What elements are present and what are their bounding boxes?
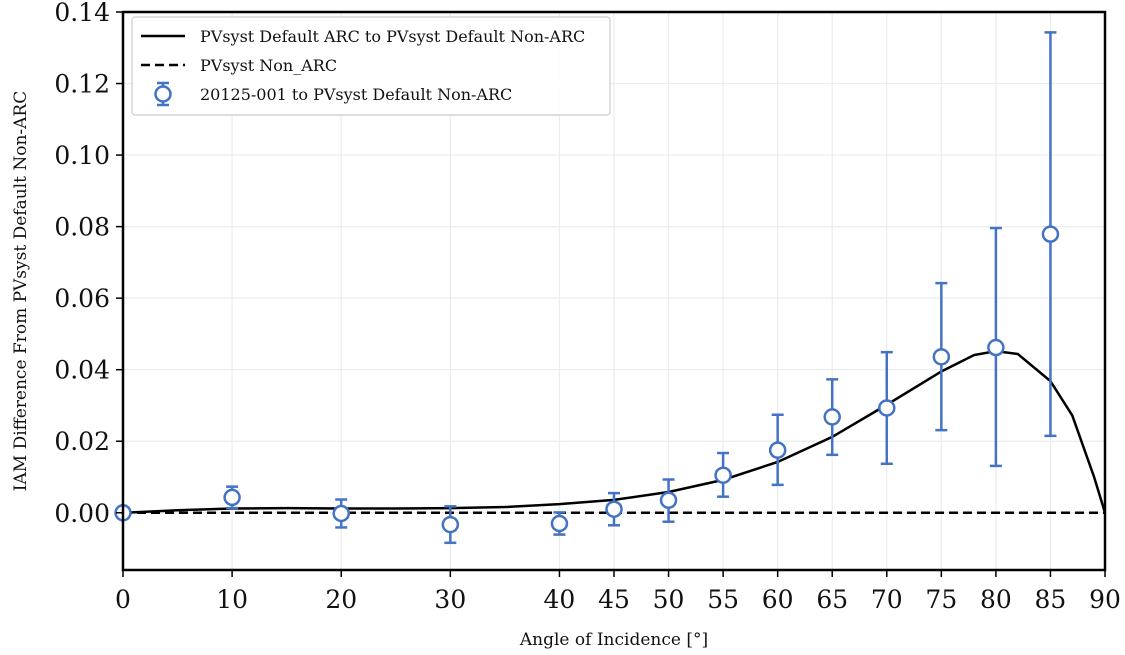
data-point [878, 399, 896, 417]
y-axis: 0.00 0.02 0.04 0.06 0.08 0.10 0.12 0.14 [54, 0, 123, 528]
data-point [223, 488, 241, 507]
legend: PVsyst Default ARC to PVsyst Default Non… [131, 16, 611, 116]
x-tick-label: 30 [434, 585, 466, 614]
data-point [605, 500, 623, 518]
x-tick-label: 50 [653, 585, 685, 614]
data-point [550, 514, 569, 533]
x-tick-label: 80 [980, 585, 1012, 614]
x-tick-label: 45 [598, 585, 630, 614]
data-point [823, 408, 841, 426]
legend-label: 20125-001 to PVsyst Default Non-ARC [200, 85, 512, 104]
x-tick-label: 70 [871, 585, 903, 614]
x-tick-label: 40 [544, 585, 576, 614]
x-tick-label: 55 [707, 585, 739, 614]
x-tick-label: 0 [115, 585, 131, 614]
legend-label: PVsyst Default ARC to PVsyst Default Non… [200, 27, 585, 46]
y-tick-label: 0.14 [54, 0, 110, 27]
data-point [332, 504, 350, 523]
x-tick-label: 20 [325, 585, 357, 614]
x-tick-label: 75 [925, 585, 957, 614]
legend-items: PVsyst Default ARC to PVsyst Default Non… [141, 27, 585, 107]
legend-box [131, 16, 611, 116]
x-tick-label: 85 [1035, 585, 1067, 614]
data-point [441, 515, 460, 534]
x-axis: 0 10 20 30 40 45 50 55 60 65 70 75 80 85 90 [115, 570, 1121, 614]
x-tick-label: 60 [762, 585, 794, 614]
data-point [714, 466, 732, 484]
legend-swatch-marker [154, 85, 172, 103]
x-tick-label: 90 [1089, 585, 1121, 614]
legend-label: PVsyst Non_ARC [200, 56, 337, 75]
data-point [987, 338, 1005, 357]
y-axis-title: IAM Difference From PVsyst Default Non-A… [11, 91, 31, 491]
x-tick-label: 65 [816, 585, 848, 614]
y-tick-label: 0.02 [54, 427, 110, 456]
data-point [1041, 225, 1060, 243]
y-tick-label: 0.06 [54, 284, 110, 313]
x-tick-label: 10 [216, 585, 248, 614]
y-tick-label: 0.08 [54, 213, 110, 242]
data-point [659, 491, 678, 509]
data-point [932, 348, 951, 366]
x-axis-title: Angle of Incidence [°] [519, 630, 708, 650]
series-layer [114, 31, 1107, 545]
y-tick-label: 0.00 [54, 499, 110, 528]
y-tick-label: 0.12 [54, 70, 110, 99]
y-tick-label: 0.10 [54, 141, 110, 170]
y-tick-label: 0.04 [54, 356, 110, 385]
data-point [768, 441, 787, 459]
